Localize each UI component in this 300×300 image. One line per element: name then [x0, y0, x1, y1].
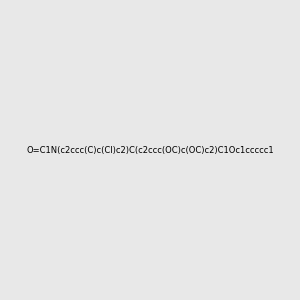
Text: O=C1N(c2ccc(C)c(Cl)c2)C(c2ccc(OC)c(OC)c2)C1Oc1ccccc1: O=C1N(c2ccc(C)c(Cl)c2)C(c2ccc(OC)c(OC)c2…	[26, 146, 274, 154]
